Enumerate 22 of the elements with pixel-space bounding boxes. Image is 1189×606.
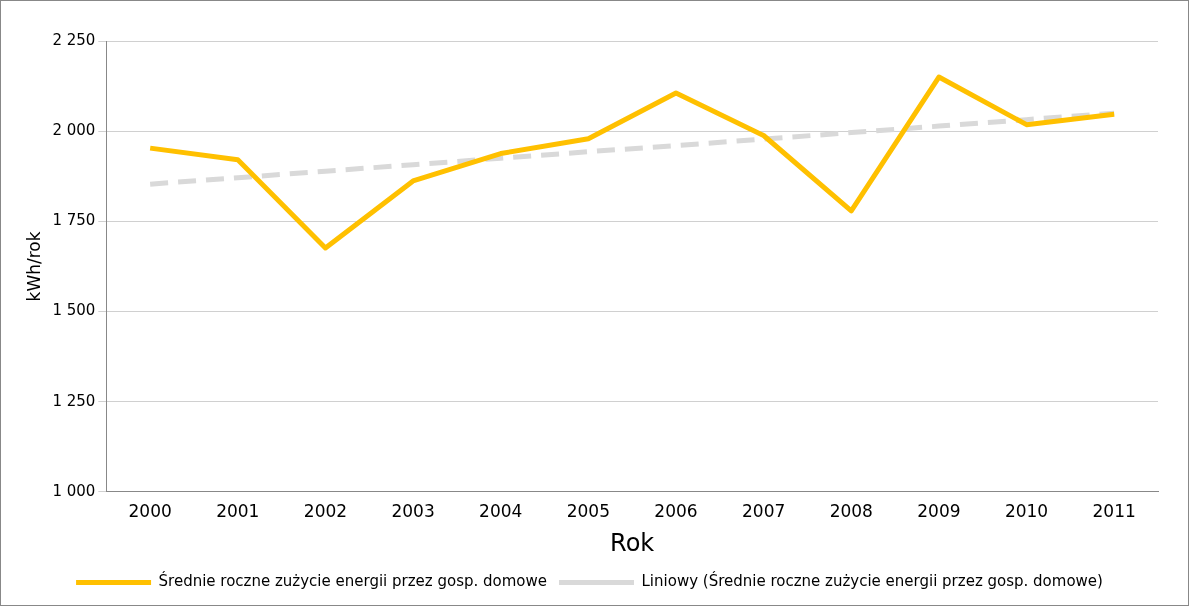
x-tick-label: 2009 — [917, 501, 961, 522]
y-tick-label: 1 500 — [52, 301, 96, 320]
legend-label: Średnie roczne zużycie energii przez gosp. domowe — [158, 571, 548, 591]
x-tick-label: 2003 — [391, 501, 435, 522]
x-tick-label: 2001 — [216, 501, 260, 522]
x-axis-title: Rok — [610, 528, 655, 557]
x-tick-label: 2008 — [829, 501, 873, 522]
x-tick-label: 2007 — [742, 501, 786, 522]
y-tick-label: 2 250 — [52, 30, 96, 49]
y-tick-label: 2 000 — [52, 121, 96, 140]
x-tick-label: 2006 — [654, 501, 698, 522]
y-tick-label: 1 250 — [52, 391, 96, 410]
x-tick-label: 2000 — [128, 501, 172, 522]
legend-label: Liniowy (Średnie roczne zużycie energii przez gosp. domowe) — [641, 571, 1103, 591]
y-axis-title: kWh/rok — [23, 231, 44, 302]
x-tick-label: 2010 — [1004, 501, 1049, 522]
x-tick-label: 2005 — [566, 501, 610, 522]
x-tick-label: 2004 — [479, 501, 523, 522]
y-tick-label: 1 000 — [52, 481, 96, 500]
y-tick-label: 1 750 — [52, 211, 96, 230]
x-tick-label: 2011 — [1092, 501, 1136, 522]
x-tick-label: 2002 — [303, 501, 348, 522]
